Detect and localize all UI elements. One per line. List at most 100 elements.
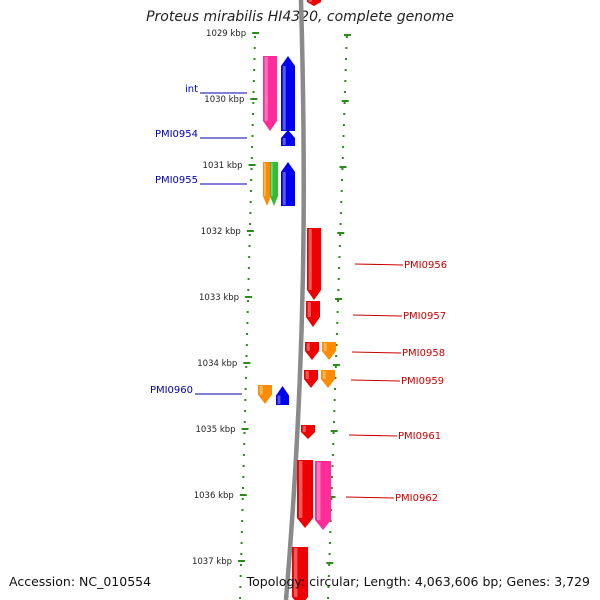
right-ring-dot (327, 575, 330, 577)
kbp-label: 1036 kbp (194, 491, 234, 501)
left-ring-dot (253, 69, 256, 71)
right-ring-dot (332, 443, 335, 445)
right-ring-dot (342, 124, 345, 126)
right-ring-dot (340, 201, 343, 203)
left-ring-dot (245, 344, 248, 346)
right-ring-dot (333, 410, 336, 412)
right-ring-dot (344, 80, 347, 82)
right-ring-dot (335, 355, 338, 357)
right-ring-dot (330, 509, 333, 511)
left-ring-dot (242, 454, 245, 456)
left-ring-dot (247, 267, 250, 269)
kbp-label: 1031 kbp (203, 161, 243, 171)
left-ring-dot (245, 366, 248, 368)
right-ring-dot (329, 520, 332, 522)
left-ring-dot (240, 531, 243, 533)
leader-line-right (345, 496, 395, 499)
gene-pmi0960-orange (258, 385, 272, 404)
right-ring-dot (341, 179, 344, 181)
right-ring-dot (334, 377, 337, 379)
left-ring-dot (243, 421, 246, 423)
gene-top-red (307, 0, 321, 6)
gene-pmi0956-red (307, 228, 321, 300)
left-ring-dot (239, 564, 242, 566)
left-ring-dot (247, 300, 249, 302)
right-ring-dot (339, 234, 342, 236)
gene-pmi0958-red (305, 342, 319, 360)
right-ring-dot (338, 256, 341, 258)
left-ring-dot (249, 212, 252, 214)
left-ring-dot (249, 201, 252, 203)
left-ring-dot (252, 80, 255, 82)
right-ring-dot (338, 245, 341, 247)
gene-label-right: PMI0959 (401, 376, 444, 387)
left-ring-dot (244, 410, 247, 412)
left-ring-dot (240, 553, 243, 555)
left-ring-dot (249, 190, 252, 192)
right-ring-dot (341, 168, 344, 170)
gene-label-right: PMI0958 (402, 348, 445, 359)
right-ring-dot (330, 487, 333, 489)
right-ring-dot (345, 47, 348, 49)
right-ring-dot (328, 564, 331, 566)
right-ring-dot (334, 366, 337, 368)
gene-label-left: PMI0954 (155, 129, 198, 140)
left-ring-dot (249, 223, 252, 225)
gene-label-left: PMI0955 (155, 175, 198, 186)
leader-line-right (352, 314, 403, 317)
left-ring-dot (239, 597, 242, 599)
gene-pmi0954-blue (281, 130, 295, 146)
right-ring-dot (330, 498, 333, 500)
gene-bottom-red (292, 547, 308, 600)
gene-pmi0959-red (304, 370, 318, 388)
right-ring-dot (340, 190, 343, 192)
kbp-label: 1032 kbp (201, 227, 241, 237)
left-ring-dot (239, 586, 242, 588)
left-ring-dot (250, 157, 253, 159)
right-ring-dot (336, 311, 339, 313)
left-ring-dot (244, 399, 247, 401)
gene-label-right: PMI0961 (398, 431, 441, 442)
left-ring-dot (253, 58, 256, 60)
right-ring-dot (332, 421, 335, 423)
right-ring-dot (338, 267, 341, 269)
gene-label-left: int (185, 84, 198, 95)
left-ring-dot (251, 146, 254, 148)
left-ring-dot (241, 520, 244, 522)
right-ring-dot (344, 69, 347, 71)
left-ring-dot (253, 47, 256, 49)
right-ring-dot (337, 300, 339, 302)
right-ring-dot (333, 399, 336, 401)
right-ring-dot (342, 146, 345, 148)
leader-line-right (351, 351, 402, 354)
left-ring-dot (242, 476, 245, 478)
left-ring-dot (246, 322, 249, 324)
left-ring-dot (248, 245, 251, 247)
gene-label-right: PMI0962 (395, 493, 438, 504)
left-ring-dot (248, 234, 251, 236)
left-ring-dot (244, 377, 247, 379)
left-ring-dot (241, 498, 244, 500)
right-ring-dot (343, 113, 346, 115)
left-ring-dot (239, 575, 242, 577)
gene-label-right: PMI0957 (403, 311, 446, 322)
left-ring-dot (250, 179, 253, 181)
right-ring-dot (331, 465, 334, 467)
right-ring-dot (343, 102, 346, 104)
right-ring-dot (337, 278, 340, 280)
right-ring-dot (329, 531, 332, 533)
left-ring-dot (252, 91, 255, 93)
left-ring-dot (254, 36, 257, 38)
right-ring-dot (335, 344, 338, 346)
leader-line-right (350, 379, 401, 382)
gene-label-right: PMI0956 (404, 260, 447, 271)
right-ring-dot (337, 289, 340, 291)
right-ring-dot (345, 36, 348, 38)
left-ring-dot (247, 289, 250, 291)
right-ring-dot (342, 135, 345, 137)
left-ring-dot (246, 311, 249, 313)
left-ring-dot (241, 509, 244, 511)
leader-line-right (354, 263, 404, 266)
kbp-label: 1030 kbp (204, 95, 244, 105)
